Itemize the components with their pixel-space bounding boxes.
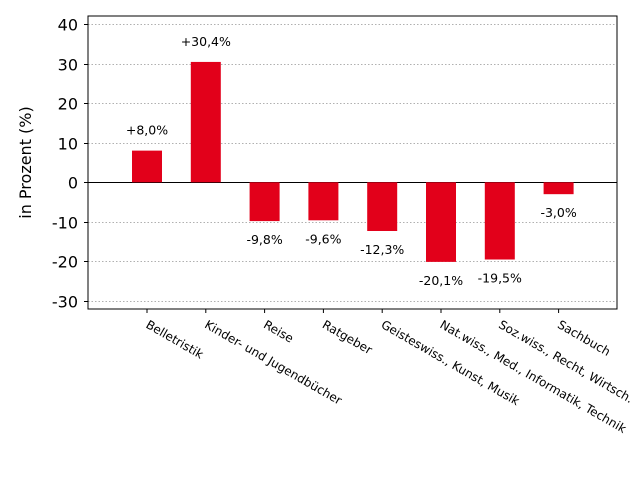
bar <box>132 150 162 183</box>
data-label: +30,4% <box>181 34 231 49</box>
y-axis-title: in Prozent (%) <box>16 106 35 218</box>
bar <box>249 182 280 222</box>
y-tick-label: 30 <box>58 56 78 75</box>
y-tick-label: 40 <box>58 16 78 35</box>
bar <box>190 61 221 183</box>
bar <box>426 182 456 262</box>
data-label: +8,0% <box>126 123 168 138</box>
x-tick-label: Ratgeber <box>320 317 375 357</box>
y-tick-label: -30 <box>52 293 78 312</box>
x-tick-label: Belletristik <box>144 317 206 361</box>
data-label: -3,0% <box>540 205 576 220</box>
bar <box>308 182 339 221</box>
y-tick-label: -10 <box>52 214 78 233</box>
data-labels: +8,0% +30,4% -9,8% -9,6% -12,3% -20,1% -19,5% -… <box>126 34 577 288</box>
data-label: -9,8% <box>246 232 282 247</box>
y-tick-label: -20 <box>52 253 78 272</box>
plot-frame <box>87 15 618 310</box>
bar <box>543 182 574 195</box>
bars <box>132 61 574 262</box>
bar <box>484 182 515 260</box>
y-tick-label: 0 <box>68 174 78 193</box>
y-tick-label: 20 <box>58 95 78 114</box>
y-tick-label: 10 <box>58 135 78 154</box>
grid-lines <box>88 24 617 302</box>
x-tick-label: Reise <box>261 317 296 345</box>
data-label: -20,1% <box>419 273 463 288</box>
data-label: -12,3% <box>360 242 404 257</box>
y-axis-ticks: -30 -20 -10 0 10 20 30 40 <box>52 16 88 312</box>
bar <box>367 182 398 231</box>
data-label: -19,5% <box>478 271 522 286</box>
data-label: -9,6% <box>305 231 341 246</box>
